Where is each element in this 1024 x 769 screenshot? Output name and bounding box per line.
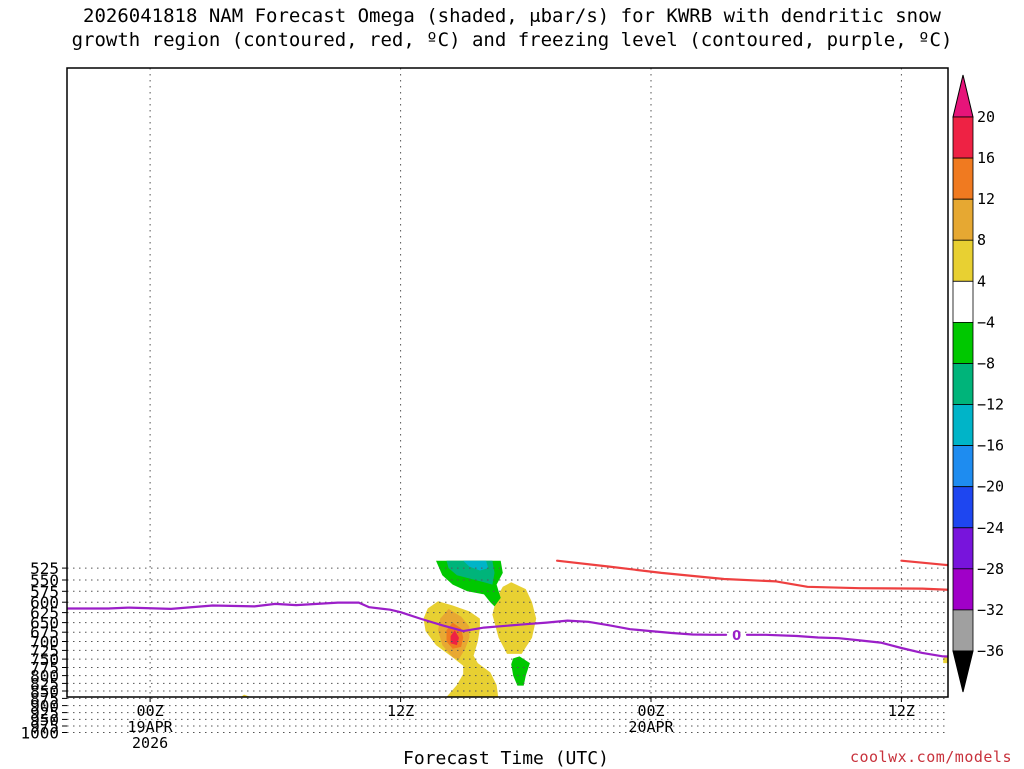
x-tick-label: 19APR xyxy=(128,718,174,736)
y-tick-label: 575 xyxy=(30,582,59,601)
colorbar-label: 16 xyxy=(977,149,995,167)
colorbar-label: 8 xyxy=(977,231,986,249)
colorbar-label: 12 xyxy=(977,190,995,208)
colorbar-swatch-8 xyxy=(952,445,974,488)
contour-lines xyxy=(67,559,948,658)
contour--12-segment-2 xyxy=(900,559,948,567)
colorbar: 20 16 12 8 4 −4 −8 −12 −16 −20 −24 −28 −32 −36 xyxy=(952,74,1004,693)
x-tick-label: 00Z xyxy=(137,702,164,720)
colorbar-swatch-11 xyxy=(952,568,974,611)
colorbar-swatch-0 xyxy=(952,116,974,159)
colorbar-label: −24 xyxy=(977,519,1004,537)
colorbar-label: −4 xyxy=(977,313,995,331)
x-tick-label: 00Z xyxy=(637,702,664,720)
colorbar-top-triangle xyxy=(952,74,974,118)
y-tick-label: 975 xyxy=(30,717,59,736)
colorbar-label: 4 xyxy=(977,272,986,290)
y-tick-label: 675 xyxy=(30,623,59,642)
y-tick-label: 875 xyxy=(30,689,59,708)
y-tick-label: 850 xyxy=(30,682,59,701)
y-tick-label: 950 xyxy=(30,710,59,729)
colorbar-bottom-triangle xyxy=(952,650,974,693)
y-tick-label: 700 xyxy=(30,633,59,652)
x-tick-label: 20APR xyxy=(628,718,674,736)
contour--12-segment-0 xyxy=(556,559,948,591)
chart-title-line1: 2026041818 NAM Forecast Omega (shaded, μ… xyxy=(83,5,941,27)
omega-area-5 xyxy=(472,698,491,719)
omega-area-9 xyxy=(511,656,530,686)
y-tick-label: 1000 xyxy=(20,724,59,743)
y-tick-label: 800 xyxy=(30,667,59,686)
x-tick-label: 12Z xyxy=(888,702,915,720)
colorbar-swatch-3 xyxy=(952,239,974,282)
y-tick-label: 825 xyxy=(30,674,59,693)
y-tick-label: 650 xyxy=(30,614,59,633)
x-tick-label: 12Z xyxy=(387,702,414,720)
chart-title-line2: growth region (contoured, red, ºC) and f… xyxy=(71,29,953,51)
colorbar-label: −28 xyxy=(977,560,1004,578)
y-tick-label: 775 xyxy=(30,659,59,678)
colorbar-label: −8 xyxy=(977,355,995,373)
y-axis: 5255505756006256506757007257507758008258… xyxy=(20,559,67,743)
x-tick-label: 2026 xyxy=(132,734,168,752)
chart-title: 2026041818 NAM Forecast Omega (shaded, μ… xyxy=(0,4,1024,52)
omega-area-1 xyxy=(492,582,537,654)
contour-0-segment-0 xyxy=(67,601,728,636)
colorbar-swatch-4 xyxy=(952,280,974,323)
contour-labels: -1200 xyxy=(732,629,741,644)
x-axis-label: Forecast Time (UTC) xyxy=(403,748,609,769)
x-axis: 00Z19APR202612Z00Z20APR12Z00Z21APR12Z00Z… xyxy=(128,697,915,752)
colorbar-swatch-2 xyxy=(952,198,974,241)
contour-0-segment-1 xyxy=(745,633,948,658)
y-tick-label: 725 xyxy=(30,641,59,660)
colorbar-label: −12 xyxy=(977,396,1004,414)
colorbar-label: 20 xyxy=(977,108,995,126)
colorbar-swatch-9 xyxy=(952,486,974,529)
y-tick-label: 750 xyxy=(30,650,59,669)
colorbar-swatch-1 xyxy=(952,157,974,200)
y-tick-label: 600 xyxy=(30,593,59,612)
y-tick-label: 550 xyxy=(30,571,59,590)
colorbar-label: −20 xyxy=(977,478,1004,496)
colorbar-swatch-6 xyxy=(952,363,974,405)
credit-link[interactable]: coolwx.com/models xyxy=(849,748,1012,766)
y-tick-label: 925 xyxy=(30,704,59,723)
omega-area-4 xyxy=(450,630,459,646)
colorbar-label: −32 xyxy=(977,601,1004,619)
colorbar-swatch-7 xyxy=(952,404,974,446)
colorbar-label: −36 xyxy=(977,642,1004,660)
colorbar-swatch-10 xyxy=(952,527,974,570)
plot-frame xyxy=(66,67,949,698)
y-tick-label: 525 xyxy=(30,559,59,578)
colorbar-swatch-12 xyxy=(952,609,974,652)
colorbar-swatch-5 xyxy=(952,321,974,364)
colorbar-label: −16 xyxy=(977,437,1004,455)
contour-label-0: 0 xyxy=(732,629,741,644)
y-tick-label: 625 xyxy=(30,604,59,623)
y-tick-label: 900 xyxy=(30,697,59,716)
